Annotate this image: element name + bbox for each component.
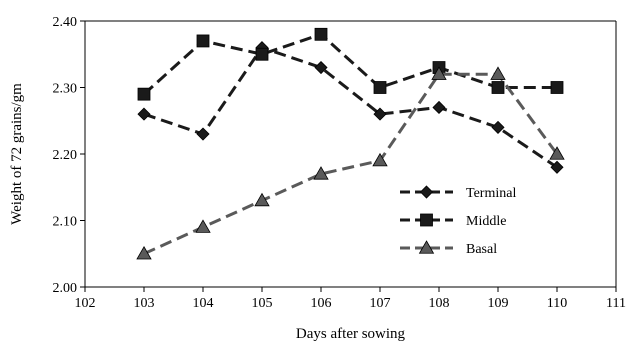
- data-point-terminal: [432, 100, 446, 115]
- x-ticks: 102 103 104 105 106 107 108 109 110 111: [75, 287, 626, 311]
- data-point-terminal: [491, 120, 505, 134]
- legend-item-basal: Basal: [400, 240, 497, 257]
- data-point-middle: [491, 81, 505, 94]
- x-tick-label: 103: [134, 296, 155, 311]
- x-tick-label: 111: [606, 296, 626, 311]
- legend-label-middle: Middle: [466, 214, 506, 229]
- y-ticks: 2.00 2.10 2.20 2.30 2.40: [53, 15, 85, 296]
- x-tick-label: 110: [547, 296, 567, 311]
- data-point-middle: [137, 87, 151, 101]
- data-point-middle: [373, 81, 387, 94]
- legend-item-terminal: Terminal: [400, 185, 516, 201]
- x-tick-label: 109: [488, 296, 509, 311]
- x-tick-label: 105: [252, 296, 273, 311]
- data-point-basal: [490, 66, 506, 80]
- series-line-basal: [143, 72, 559, 256]
- legend-label-terminal: Terminal: [466, 186, 516, 201]
- legend-item-middle: Middle: [400, 213, 506, 229]
- y-tick-label: 2.30: [53, 82, 78, 97]
- y-axis-title: Weight of 72 grains/gm: [9, 83, 25, 225]
- data-point-middle: [314, 27, 328, 41]
- data-point-terminal: [550, 160, 564, 174]
- data-point-basal: [549, 146, 565, 160]
- series-group: [136, 27, 565, 260]
- series-basal: [136, 66, 565, 260]
- data-point-basal: [313, 166, 329, 180]
- data-point-basal: [431, 66, 447, 80]
- data-point-terminal: [196, 127, 210, 141]
- x-tick-label: 106: [311, 296, 332, 311]
- data-point-terminal: [373, 107, 387, 121]
- y-tick-label: 2.20: [53, 148, 78, 163]
- series-line-terminal: [143, 45, 558, 169]
- axes: [84, 20, 617, 288]
- y-tick-label: 2.10: [53, 215, 78, 230]
- legend-label-basal: Basal: [466, 242, 497, 257]
- series-line-middle: [142, 32, 557, 96]
- data-point-middle: [255, 47, 269, 61]
- x-tick-label: 102: [75, 296, 96, 311]
- data-point-basal: [254, 192, 270, 207]
- legend: Terminal Middle Basal: [400, 185, 516, 257]
- y-tick-label: 2.40: [53, 15, 78, 30]
- data-point-terminal: [137, 107, 151, 121]
- series-middle: [137, 27, 564, 101]
- legend-marker-middle: [420, 213, 433, 227]
- y-tick-label: 2.00: [53, 281, 78, 296]
- x-tick-label: 108: [429, 296, 450, 311]
- data-point-basal: [136, 245, 152, 260]
- data-point-middle: [550, 81, 564, 94]
- legend-marker-terminal: [419, 185, 434, 199]
- x-tick-label: 104: [193, 296, 214, 311]
- x-axis-title: Days after sowing: [296, 326, 406, 342]
- data-point-terminal: [314, 60, 328, 75]
- data-point-basal: [372, 152, 388, 167]
- x-tick-label: 107: [370, 296, 391, 311]
- legend-marker-basal: [418, 240, 435, 254]
- data-point-middle: [196, 34, 210, 48]
- data-point-basal: [195, 219, 211, 233]
